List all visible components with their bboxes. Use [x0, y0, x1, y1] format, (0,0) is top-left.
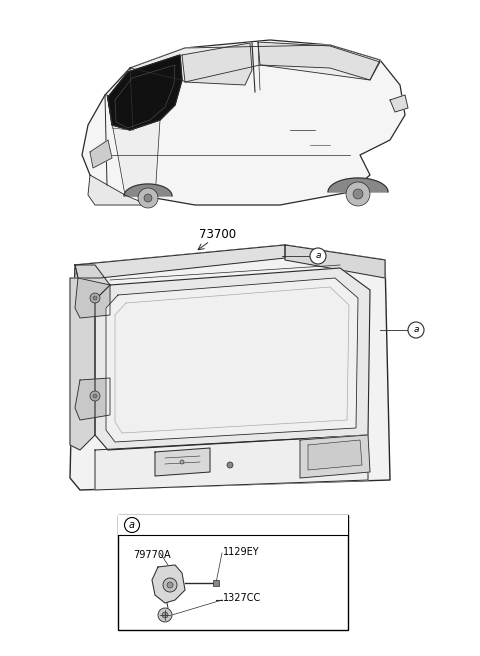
- Text: a: a: [129, 520, 135, 530]
- Polygon shape: [88, 175, 148, 205]
- Polygon shape: [285, 245, 385, 278]
- Polygon shape: [182, 43, 252, 85]
- Circle shape: [90, 391, 100, 401]
- Polygon shape: [90, 140, 112, 168]
- Text: 79770A: 79770A: [133, 550, 170, 560]
- Polygon shape: [70, 245, 390, 490]
- Circle shape: [353, 189, 363, 199]
- Polygon shape: [75, 245, 285, 278]
- Circle shape: [138, 188, 158, 208]
- Circle shape: [227, 462, 233, 468]
- Circle shape: [167, 582, 173, 588]
- Polygon shape: [308, 440, 362, 470]
- Polygon shape: [95, 268, 370, 450]
- Circle shape: [90, 293, 100, 303]
- Text: 1129EY: 1129EY: [223, 547, 260, 557]
- Polygon shape: [258, 42, 380, 80]
- Circle shape: [144, 194, 152, 202]
- Polygon shape: [300, 435, 370, 478]
- Polygon shape: [106, 278, 358, 442]
- Bar: [213, 580, 219, 586]
- Text: a: a: [413, 325, 419, 335]
- Text: 1327CC: 1327CC: [223, 593, 261, 603]
- Polygon shape: [328, 178, 388, 192]
- Polygon shape: [108, 55, 182, 130]
- Text: 73700: 73700: [199, 228, 237, 241]
- Polygon shape: [75, 278, 110, 318]
- Circle shape: [408, 322, 424, 338]
- Polygon shape: [95, 435, 368, 490]
- Polygon shape: [130, 45, 380, 82]
- Polygon shape: [124, 184, 172, 196]
- Polygon shape: [70, 265, 110, 450]
- Polygon shape: [390, 95, 408, 112]
- Circle shape: [346, 182, 370, 206]
- Bar: [118, 515, 348, 535]
- Polygon shape: [155, 448, 210, 476]
- Polygon shape: [152, 565, 185, 603]
- Polygon shape: [75, 378, 110, 420]
- Circle shape: [162, 612, 168, 618]
- Circle shape: [93, 394, 97, 398]
- Circle shape: [310, 248, 326, 264]
- Circle shape: [163, 578, 177, 592]
- Circle shape: [158, 608, 172, 622]
- Circle shape: [124, 518, 140, 533]
- Bar: [118, 515, 348, 630]
- Circle shape: [180, 460, 184, 464]
- Polygon shape: [82, 40, 405, 205]
- Circle shape: [93, 296, 97, 300]
- Polygon shape: [107, 95, 160, 198]
- Text: a: a: [315, 251, 321, 260]
